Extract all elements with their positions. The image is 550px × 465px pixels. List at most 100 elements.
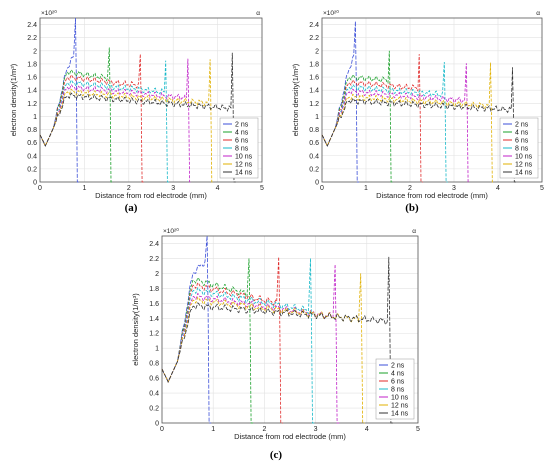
series-line-12ns xyxy=(321,62,494,183)
y-tick-label: 0.8 xyxy=(309,127,319,134)
series-line-12ns xyxy=(161,273,365,424)
y-tick-label: 0.6 xyxy=(309,140,319,147)
x-tick-label: 5 xyxy=(416,426,420,433)
legend-entry: 14 ns xyxy=(391,411,409,418)
chart-panel-a: 0 0.2 0.4 0.6 0.8 1 1.2 1.4 1.6 1.8 2 2.2 2.4 0 1 2 3 4 5 ×… xyxy=(9,9,264,214)
y-tick-label: 2 xyxy=(315,48,319,55)
x-tick-label: 1 xyxy=(211,426,215,433)
y-tick-label: 1 xyxy=(155,346,159,353)
y-tick-label: 2.2 xyxy=(309,35,319,42)
series-line-12ns xyxy=(39,59,214,183)
legend-entry: 4 ns xyxy=(235,130,249,137)
plot-frame xyxy=(39,17,263,183)
series-line-14ns xyxy=(321,67,516,183)
x-tick-label: 0 xyxy=(38,185,42,192)
legend-entry: 2 ns xyxy=(515,122,529,129)
legend-entry: 10 ns xyxy=(391,395,409,402)
y-tick-label: 1.6 xyxy=(27,75,37,82)
series-line-14ns xyxy=(39,52,236,183)
x-tick-label: 3 xyxy=(452,185,456,192)
y-axis-label: electron density(1/m³) xyxy=(131,293,140,366)
plot-frame xyxy=(161,235,419,424)
y-tick-label: 1.2 xyxy=(27,101,37,108)
series-line-2ns xyxy=(39,17,80,183)
legend-entry: 4 ns xyxy=(391,371,405,378)
y-multiplier-label: ×10²⁰ xyxy=(163,227,179,235)
legend-entry: 6 ns xyxy=(391,379,405,386)
y-tick-label: 0.6 xyxy=(27,140,37,147)
legend-entry: 2 ns xyxy=(391,363,405,370)
x-tick-label: 4 xyxy=(216,185,220,192)
y-axis-label: electron density(1/m³) xyxy=(291,63,300,136)
panel-caption: (a) xyxy=(125,202,138,214)
legend-entry: 10 ns xyxy=(235,154,253,161)
x-tick-label: 4 xyxy=(496,185,500,192)
series-line-10ns xyxy=(321,63,470,183)
series-line-10ns xyxy=(161,264,340,424)
y-tick-label: 0.2 xyxy=(309,166,319,173)
y-tick-label: 0.8 xyxy=(149,361,159,368)
y-tick-label: 0.2 xyxy=(149,406,159,413)
y-tick-label: 1.4 xyxy=(149,316,159,323)
series-line-8ns xyxy=(39,60,170,183)
x-tick-label: 2 xyxy=(127,185,131,192)
corner-mark: α xyxy=(256,10,260,17)
y-tick-label: 1.4 xyxy=(27,88,37,95)
legend-entry: 8 ns xyxy=(235,146,249,153)
x-axis-label: Distance from rod electrode (mm) xyxy=(234,432,346,441)
y-tick-label: 1.8 xyxy=(149,286,159,293)
x-tick-label: 3 xyxy=(314,426,318,433)
y-tick-label: 0 xyxy=(33,180,37,187)
plot-frame xyxy=(321,17,543,183)
panel-caption: (c) xyxy=(270,449,283,461)
legend-entry: 14 ns xyxy=(235,170,253,177)
chart-panel-c: 0 0.2 0.4 0.6 0.8 1 1.2 1.4 1.6 1.8 2 2.2 2.4 0 1 2 3 4 5 ×… xyxy=(131,227,420,461)
y-tick-label: 2.4 xyxy=(27,22,37,29)
series-line-10ns xyxy=(39,58,192,183)
y-tick-label: 0.8 xyxy=(27,127,37,134)
x-tick-label: 4 xyxy=(365,426,369,433)
y-tick-label: 0.6 xyxy=(149,376,159,383)
y-tick-label: 2.4 xyxy=(149,241,159,248)
x-tick-label: 0 xyxy=(320,185,324,192)
x-tick-label: 1 xyxy=(364,185,368,192)
legend-entry: 6 ns xyxy=(515,138,529,145)
y-tick-label: 1.6 xyxy=(309,75,319,82)
y-tick-label: 1.2 xyxy=(149,331,159,338)
series-line-2ns xyxy=(321,21,359,183)
y-tick-label: 2.4 xyxy=(309,22,319,29)
x-tick-label: 1 xyxy=(82,185,86,192)
y-tick-label: 1.8 xyxy=(309,61,319,68)
y-tick-label: 2 xyxy=(155,271,159,278)
y-tick-label: 1.8 xyxy=(27,61,37,68)
y-tick-label: 1 xyxy=(33,114,37,121)
series-line-14ns xyxy=(161,256,393,424)
y-tick-label: 2 xyxy=(33,48,37,55)
x-tick-label: 5 xyxy=(260,185,264,192)
y-tick-label: 1.6 xyxy=(149,301,159,308)
y-tick-label: 0 xyxy=(155,421,159,428)
panel-caption: (b) xyxy=(405,202,419,214)
y-tick-label: 1 xyxy=(315,114,319,121)
x-tick-label: 2 xyxy=(408,185,412,192)
chart-panel-b: 0 0.2 0.4 0.6 0.8 1 1.2 1.4 1.6 1.8 2 2.2 2.4 0 1 2 3 4 5 ×… xyxy=(291,9,544,214)
legend-entry: 2 ns xyxy=(235,122,249,129)
y-axis-label: electron density(1/m³) xyxy=(9,63,18,136)
series-line-4ns xyxy=(161,258,254,424)
y-tick-label: 2.2 xyxy=(149,256,159,263)
series-line-8ns xyxy=(161,258,315,424)
corner-mark: α xyxy=(536,10,540,17)
y-tick-label: 0.4 xyxy=(309,153,319,160)
x-axis-label: Distance from rod electrode (mm) xyxy=(95,191,207,200)
y-tick-label: 2.2 xyxy=(27,35,37,42)
x-tick-label: 3 xyxy=(171,185,175,192)
x-tick-label: 0 xyxy=(160,426,164,433)
y-multiplier-label: ×10²⁰ xyxy=(41,9,57,17)
y-tick-label: 0.4 xyxy=(149,391,159,398)
series-line-2ns xyxy=(161,235,212,424)
legend-entry: 4 ns xyxy=(515,130,529,137)
x-axis-label: Distance from rod electrode (mm) xyxy=(376,191,488,200)
